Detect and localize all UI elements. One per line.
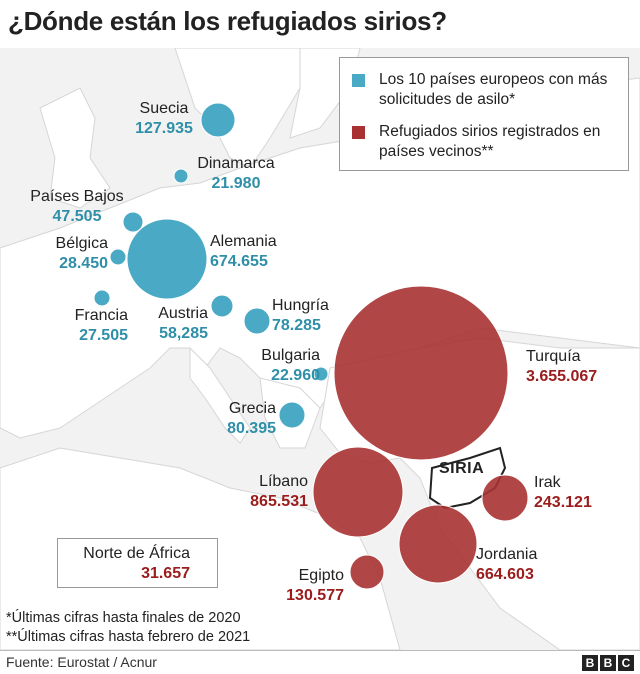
north-africa-box: Norte de África 31.657 [57, 538, 218, 588]
footnote-1: *Últimas cifras hasta finales de 2020 [6, 610, 241, 626]
bubble-alemania [126, 218, 208, 300]
label-grecia: Grecia 80.395 [227, 400, 276, 437]
bubble-austria [210, 294, 234, 318]
label-hungria: Hungría 78.285 [272, 297, 329, 334]
page-title: ¿Dónde están los refugiados sirios? [8, 6, 447, 36]
europe-bubbles [93, 102, 329, 429]
legend-swatch-neighbors [352, 126, 365, 139]
label-norte-africa: Norte de África 31.657 [83, 545, 190, 582]
label-jordania: Jordania 664.603 [476, 546, 538, 583]
uk-land [39, 87, 111, 209]
footer: Fuente: Eurostat / Acnur B B C [0, 650, 640, 674]
bbc-logo-letter-2: B [600, 655, 616, 671]
legend: Los 10 países europeos con más solicitud… [339, 57, 629, 171]
label-dinamarca: Dinamarca 21.980 [197, 155, 275, 192]
bubble-dinamarca [173, 168, 189, 184]
bubble-francia [93, 289, 111, 307]
label-paises-bajos: Países Bajos 47.505 [30, 188, 124, 225]
legend-label-neighbors: Refugiados sirios registrados en países … [379, 123, 601, 160]
label-austria: Austria 58,285 [158, 305, 208, 342]
neighbor-bubbles [195, 285, 529, 590]
bubble-paises-bajos [122, 211, 144, 233]
source-text: Fuente: Eurostat / Acnur [6, 654, 157, 670]
bubble-libano [312, 446, 404, 538]
bbc-logo: B B C [582, 655, 634, 671]
bubble-suecia [200, 102, 236, 138]
legend-item-europe: Los 10 países europeos con más solicitud… [352, 70, 629, 110]
bubble-jordania [398, 504, 478, 584]
label-francia: Francia 27.505 [74, 307, 128, 344]
label-bulgaria: Bulgaria 22.960 [261, 347, 320, 384]
label-egipto: Egipto 130.577 [286, 567, 344, 604]
label-belgica: Bélgica 28.450 [55, 235, 108, 272]
legend-swatch-europe [352, 74, 365, 87]
legend-label-europe: Los 10 países europeos con más solicitud… [379, 71, 608, 108]
bubble-egipto [349, 554, 385, 590]
footnote-2: **Últimas cifras hasta febrero de 2021 [6, 629, 251, 645]
label-alemania: Alemania 674.655 [210, 233, 277, 270]
bbc-logo-letter-1: B [582, 655, 598, 671]
legend-item-neighbors: Refugiados sirios registrados en países … [352, 122, 629, 162]
bubble-turquia [333, 285, 509, 461]
bubble-belgica [109, 248, 127, 266]
bbc-logo-letter-3: C [618, 655, 634, 671]
bubble-bulgaria [313, 366, 329, 382]
italy-land [189, 346, 251, 444]
label-turquia: Turquía 3.655.067 [526, 348, 598, 385]
label-suecia: Suecia 127.935 [135, 100, 193, 137]
label-siria: SIRIA [439, 460, 485, 477]
bubble-grecia [278, 401, 306, 429]
label-irak: Irak 243.121 [534, 474, 592, 511]
label-libano: Líbano 865.531 [250, 473, 308, 510]
bubble-hungria [243, 307, 271, 335]
footnotes: *Últimas cifras hasta finales de 2020 **… [6, 609, 250, 647]
bubble-irak [481, 474, 529, 522]
